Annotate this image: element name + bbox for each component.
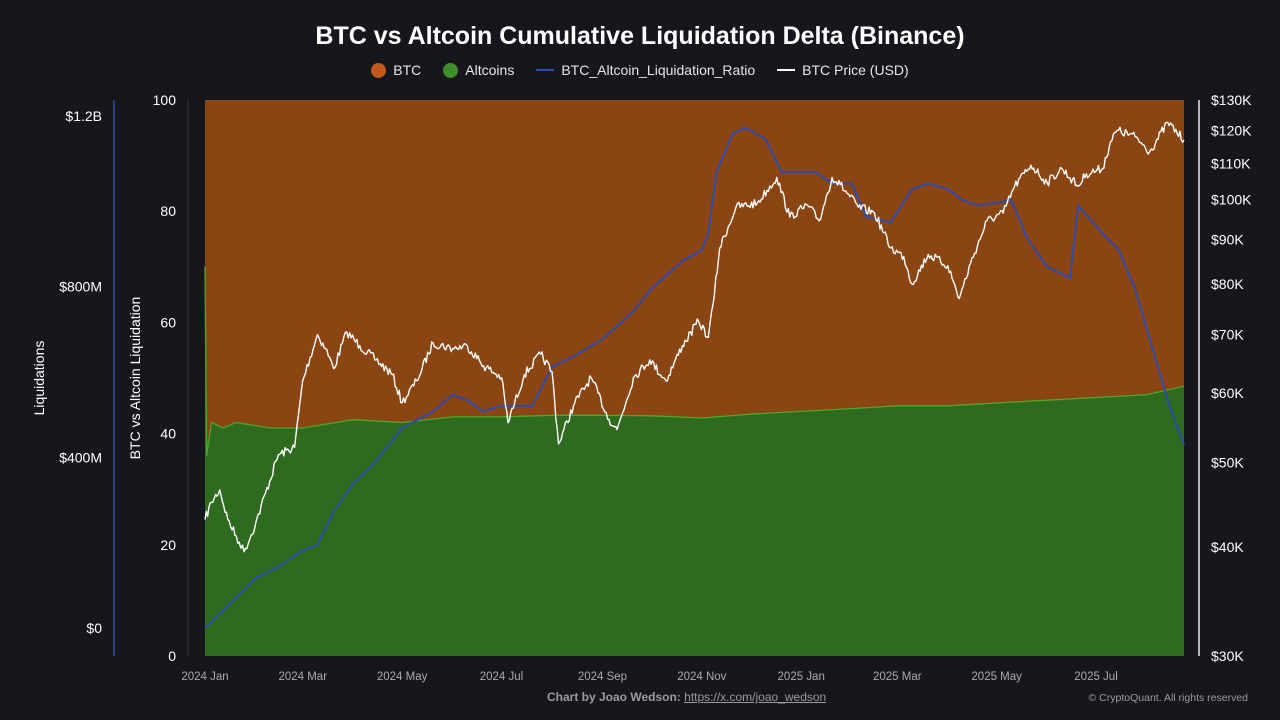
x-tick-label: 2024 Sep — [578, 671, 627, 683]
legend-label-ratio: BTC_Altcoin_Liquidation_Ratio — [561, 62, 756, 78]
price-tick-label: $30K — [1211, 648, 1244, 664]
price-tick-label: $120K — [1211, 122, 1252, 138]
liquidations-tick-label: $0 — [86, 620, 102, 636]
chart-legend: BTC Altcoins BTC_Altcoin_Liquidation_Rat… — [0, 62, 1280, 78]
legend-item-ratio[interactable]: BTC_Altcoin_Liquidation_Ratio — [536, 62, 755, 78]
price-tick-label: $100K — [1211, 191, 1252, 207]
legend-item-price[interactable]: BTC Price (USD) — [777, 62, 909, 78]
legend-swatch-price — [777, 69, 796, 71]
ratio-tick-label: 0 — [168, 648, 176, 664]
x-tick-label: 2025 Jan — [778, 671, 825, 683]
ratio-tick-label: 20 — [160, 537, 176, 553]
price-tick-label: $80K — [1211, 276, 1244, 292]
price-tick-label: $130K — [1211, 92, 1252, 108]
btc-price-line — [204, 121, 1185, 553]
price-tick-label: $50K — [1211, 454, 1244, 470]
price-tick-label: $90K — [1211, 231, 1244, 247]
liquidations-tick-label: $800M — [59, 279, 102, 295]
x-tick-label: 2024 May — [377, 671, 428, 683]
price-tick-label: $110K — [1211, 155, 1251, 171]
x-tick-label: 2025 Mar — [873, 671, 922, 683]
legend-item-btc[interactable]: BTC — [371, 62, 421, 78]
legend-swatch-btc — [371, 62, 387, 78]
legend-swatch-ratio — [536, 69, 555, 71]
liquidations-tick-label: $400M — [59, 449, 102, 465]
ratio-tick-label: 40 — [160, 426, 176, 442]
ratio-axis-label: BTC vs Altcoin Liquidation — [127, 297, 143, 460]
liquidations-axis-label: Liquidations — [31, 341, 47, 416]
liquidations-tick-label: $1.2B — [65, 108, 102, 124]
legend-item-altcoins[interactable]: Altcoins — [443, 62, 514, 78]
credit-link[interactable]: https://x.com/joao_wedson — [684, 690, 827, 704]
ratio-tick-label: 60 — [160, 314, 176, 330]
legend-label-price: BTC Price (USD) — [802, 62, 909, 78]
price-tick-label: $40K — [1211, 539, 1244, 555]
ratio-tick-label: 80 — [160, 203, 176, 219]
altcoins-area-edge — [204, 266, 1185, 456]
x-tick-label: 2024 Mar — [278, 671, 327, 683]
ratio-tick-label: 100 — [153, 92, 177, 108]
legend-swatch-altcoins — [443, 62, 459, 78]
copyright-note: © CryptoQuant. All rights reserved — [1088, 692, 1248, 704]
x-tick-label: 2024 Nov — [677, 671, 726, 683]
x-tick-label: 2025 May — [971, 671, 1022, 683]
x-tick-label: 2025 Jul — [1074, 671, 1117, 683]
legend-label-btc: BTC — [393, 62, 422, 78]
legend-label-altcoins: Altcoins — [465, 62, 515, 78]
x-tick-label: 2024 Jan — [181, 671, 228, 683]
ratio-line — [204, 126, 1185, 629]
credit-label: Chart by Joao Wedson: — [547, 690, 681, 704]
price-tick-label: $70K — [1211, 327, 1244, 343]
altcoins-area — [205, 266, 1184, 656]
chart-title: BTC vs Altcoin Cumulative Liquidation De… — [315, 22, 965, 50]
x-tick-label: 2024 Jul — [480, 671, 523, 683]
chart-credit: Chart by Joao Wedson: https://x.com/joao… — [547, 690, 826, 704]
price-tick-label: $60K — [1211, 385, 1244, 401]
